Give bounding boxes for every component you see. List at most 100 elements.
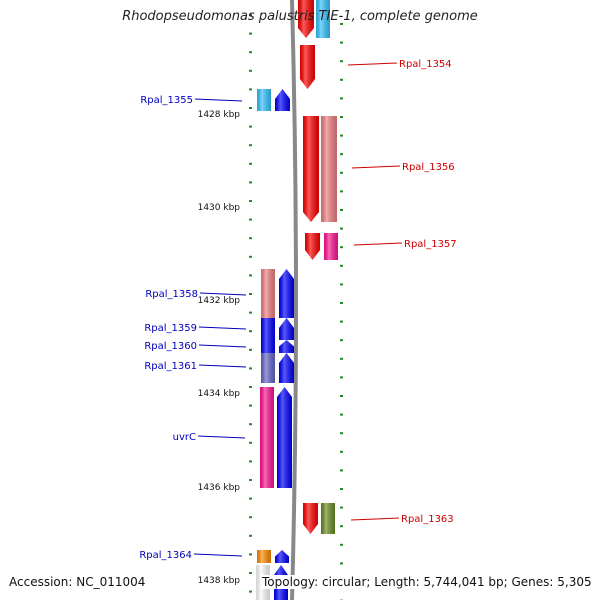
- gene-arrow-gloss: [275, 89, 290, 111]
- tick-mark: [249, 144, 252, 147]
- tick-mark: [249, 404, 252, 407]
- gene-feature[interactable]: [300, 45, 315, 89]
- gene-feature[interactable]: [261, 353, 294, 383]
- tick-mark: [340, 302, 343, 304]
- tick-mark: [249, 200, 252, 202]
- gene-arrow-gloss: [279, 353, 294, 383]
- label-leader-line: [198, 326, 247, 330]
- gene-label[interactable]: uvrC: [173, 432, 196, 443]
- tick-mark: [249, 479, 252, 481]
- gene-feature[interactable]: [305, 233, 338, 260]
- scale-label: 1434 kbp: [198, 389, 241, 399]
- gene-feature[interactable]: [257, 550, 289, 563]
- accession-text: Accession: NC_011004: [9, 575, 146, 589]
- tick-mark: [249, 590, 252, 593]
- label-leader-line: [194, 98, 243, 102]
- scale-label: 1438 kbp: [198, 576, 241, 586]
- tick-mark: [340, 320, 343, 323]
- tick-mark: [249, 218, 252, 221]
- gene-label[interactable]: Rpal_1361: [144, 361, 197, 372]
- scale-labels: 1428 kbp 1430 kbp 1432 kbp 1434 kbp 1436 kbp…: [198, 110, 241, 586]
- gene-label[interactable]: Rpal_1359: [144, 323, 197, 334]
- gene-track: [256, 0, 338, 600]
- label-leader-line: [347, 62, 398, 66]
- tick-mark: [340, 60, 343, 63]
- tick-mark: [340, 23, 343, 25]
- scale-label: 1436 kbp: [198, 483, 241, 493]
- scale-label: 1430 kbp: [198, 203, 241, 213]
- gene-arrow-gloss: [303, 116, 319, 222]
- scale-label: 1428 kbp: [198, 110, 241, 120]
- gene-shade-gloss: [257, 89, 271, 111]
- label-leader-line: [351, 165, 401, 169]
- tick-mark: [249, 516, 252, 519]
- tick-mark: [249, 386, 252, 388]
- gene-arrow-gloss: [298, 0, 314, 38]
- gene-feature[interactable]: [261, 318, 294, 340]
- scale-label: 1432 kbp: [198, 296, 241, 306]
- tick-mark: [249, 69, 252, 72]
- gene-label[interactable]: Rpal_1363: [401, 514, 454, 525]
- tick-mark: [340, 506, 343, 509]
- gene-label[interactable]: Rpal_1356: [402, 162, 455, 173]
- gene-feature[interactable]: [303, 116, 337, 222]
- gene-label[interactable]: Rpal_1358: [145, 289, 198, 300]
- gene-arrow-gloss: [275, 550, 289, 563]
- tick-mark: [249, 534, 252, 537]
- gene-feature[interactable]: [316, 0, 330, 38]
- gene-arrow-gloss: [303, 503, 318, 534]
- tick-mark: [340, 543, 343, 546]
- tick-mark: [340, 78, 343, 81]
- gene-arrow-gloss: [279, 340, 294, 353]
- gene-feature[interactable]: [303, 503, 335, 534]
- gene-feature[interactable]: [261, 340, 294, 353]
- gene-arrow-gloss: [279, 269, 294, 318]
- tick-mark: [340, 227, 343, 230]
- tick-mark: [249, 441, 252, 444]
- tick-track-left: [249, 14, 252, 593]
- gene-feature[interactable]: [261, 269, 294, 318]
- gene-shade-gloss: [261, 269, 275, 318]
- tick-track-right: [340, 23, 343, 600]
- tick-mark: [340, 190, 343, 193]
- tick-mark: [249, 255, 252, 258]
- gene-shade-gloss: [321, 503, 335, 534]
- tick-mark: [249, 181, 252, 184]
- tick-mark: [340, 209, 343, 211]
- gene-shade-gloss: [261, 340, 275, 353]
- gene-label[interactable]: Rpal_1354: [399, 59, 452, 70]
- label-leader-line: [353, 242, 403, 246]
- tick-mark: [340, 264, 343, 267]
- gene-label[interactable]: Rpal_1355: [140, 95, 193, 106]
- tick-mark: [249, 274, 252, 277]
- gene-label[interactable]: Rpal_1364: [139, 550, 192, 561]
- tick-mark: [249, 348, 252, 351]
- tick-mark: [249, 88, 252, 91]
- map-title: Rhodopseudomonas palustris TIE-1, comple…: [122, 9, 478, 24]
- tick-mark: [340, 283, 343, 286]
- label-leader-line: [198, 364, 247, 368]
- tick-mark: [249, 330, 252, 333]
- tick-mark: [340, 357, 343, 360]
- tick-mark: [340, 395, 343, 397]
- tick-mark: [249, 553, 252, 556]
- tick-mark: [249, 572, 252, 574]
- tick-mark: [340, 116, 343, 118]
- label-leader-line: [197, 435, 246, 439]
- tick-mark: [340, 450, 343, 453]
- gene-arrow-gloss: [300, 45, 315, 89]
- tick-mark: [340, 41, 343, 44]
- tick-mark: [249, 311, 252, 314]
- gene-label[interactable]: Rpal_1360: [144, 341, 197, 352]
- gene-feature[interactable]: [257, 89, 290, 111]
- gene-feature[interactable]: [260, 387, 292, 488]
- tick-mark: [340, 525, 343, 528]
- tick-mark: [249, 423, 252, 426]
- gene-label[interactable]: Rpal_1357: [404, 239, 457, 250]
- label-leader-line: [198, 344, 247, 348]
- tick-mark: [340, 97, 343, 100]
- tick-mark: [340, 432, 343, 435]
- tick-mark: [340, 488, 343, 490]
- tick-mark: [340, 134, 343, 137]
